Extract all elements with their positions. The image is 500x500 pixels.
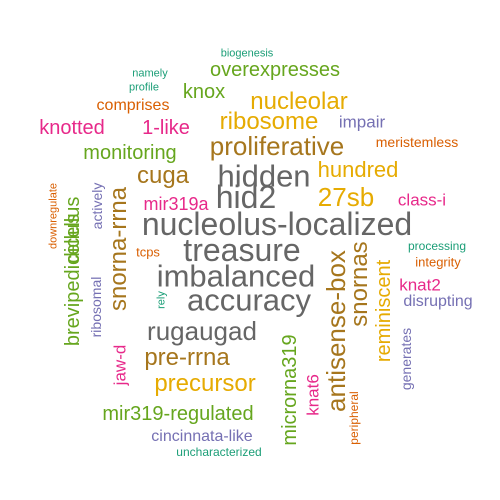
word-class-i: class-i: [397, 190, 447, 210]
word-1-like: 1-like: [142, 117, 190, 139]
word-downregulate: downregulate: [47, 182, 60, 250]
word-knox: knox: [182, 81, 226, 103]
word-nucleolus-localized: nucleolus-localized: [141, 206, 413, 242]
word-profile: profile: [129, 81, 159, 94]
word-uncharacterized: uncharacterized: [176, 445, 262, 459]
word-disrupting: disrupting: [403, 293, 473, 310]
word-proliferative: proliferative: [209, 131, 345, 161]
word-precursor: precursor: [154, 370, 256, 397]
word-knat2: knat2: [399, 275, 441, 295]
word-mir319-regulated: mir319-regulated: [102, 403, 254, 425]
word-cincinnata-like: cincinnata-like: [151, 428, 253, 445]
word-reminiscent: reminiscent: [373, 259, 395, 363]
word-meristemless: meristemless: [375, 134, 459, 150]
word-namely: namely: [132, 67, 168, 80]
word-27sb: 27sb: [317, 182, 375, 212]
word-snorna-rrna: snorna-rrna: [105, 186, 132, 312]
word-brevipedicellus: brevipedicellus: [62, 213, 84, 347]
word-monitoring: monitoring: [83, 142, 177, 164]
word-impair: impair: [338, 112, 386, 132]
word-rugaugad: rugaugad: [147, 316, 257, 346]
word-actively: actively: [89, 182, 105, 230]
word-accuracy: accuracy: [186, 282, 312, 318]
word-pre-rrna: pre-rrna: [144, 344, 230, 371]
word-snornas: snornas: [346, 241, 373, 327]
word-biogenesis: biogenesis: [220, 47, 274, 60]
word-integrity: integrity: [415, 254, 461, 270]
word-hid2: hid2: [215, 179, 277, 215]
word-knotted: knotted: [39, 117, 105, 139]
word-ribosomal: ribosomal: [88, 276, 104, 338]
word-tcps: tcps: [136, 244, 160, 260]
word-cuga: cuga: [136, 162, 190, 189]
word-ribosome: ribosome: [219, 108, 319, 135]
word-microrna319: microrna319: [279, 334, 301, 446]
word-rely: rely: [155, 291, 168, 309]
word-generates: generates: [398, 327, 414, 391]
word-comprises: comprises: [96, 97, 170, 114]
word-processing: processing: [407, 239, 467, 253]
word-imbalanced: imbalanced: [156, 258, 316, 294]
word-jaw-d: jaw-d: [110, 344, 130, 386]
word-hundred: hundred: [317, 157, 399, 182]
word-knat6: knat6: [303, 374, 323, 416]
word-hidden: hidden: [217, 158, 311, 194]
word-mir319a: mir319a: [143, 194, 209, 214]
word-peripheral: peripheral: [347, 391, 361, 445]
word-treasure: treasure: [183, 232, 301, 268]
word-nucleolar: nucleolar: [250, 88, 348, 115]
word-overexpresses: overexpresses: [209, 59, 341, 81]
